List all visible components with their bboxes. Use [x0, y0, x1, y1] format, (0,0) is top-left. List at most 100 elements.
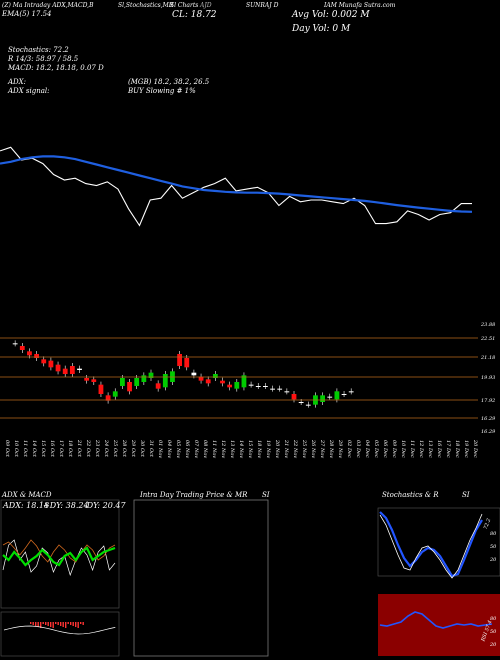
ema-label: EMA(5) 17.54 — [2, 10, 52, 18]
intraday-panel-si: SI — [262, 491, 270, 499]
date-tick-label: 25 Oct — [112, 439, 118, 458]
price-tick-label: 16.29 — [481, 429, 496, 435]
candle-body — [220, 380, 225, 384]
macd-bar — [47, 622, 49, 626]
date-tick-label: 26 Nov — [310, 439, 316, 458]
date-tick-label: 16 Oct — [49, 440, 55, 458]
intraday-panel-title: Intra Day Trading Price & MR — [140, 491, 248, 499]
candle-body — [305, 404, 311, 406]
candle-body — [12, 343, 18, 345]
candle-body — [141, 375, 147, 382]
adx-signal-label: ADX signal: — [8, 87, 50, 95]
adx-panel-frame — [0, 499, 120, 609]
date-tick-label: 04 Nov — [166, 440, 172, 458]
date-tick-label: 14 Nov — [238, 440, 244, 458]
date-tick-label: 29 Oct — [130, 439, 136, 458]
date-tick-label: 18 Dec — [454, 440, 460, 458]
macd-bar — [35, 622, 37, 626]
candle-body — [162, 374, 168, 388]
macd-bar — [52, 622, 54, 628]
rsi-stat: R 14/3: 58.97 / 58.5 — [8, 55, 79, 63]
rsi-lines — [379, 611, 493, 629]
candle-body — [19, 346, 25, 350]
candle-body — [270, 388, 275, 390]
price-tick-label: 23.88 — [480, 322, 495, 328]
intraday-panel-frame — [133, 499, 269, 657]
date-tick-label: 20 Nov — [274, 439, 280, 458]
macd-bar — [37, 622, 39, 627]
date-tick-label: 28 Oct — [121, 439, 127, 458]
stoch-lines — [379, 511, 483, 579]
date-tick-label: 02 Dec — [346, 440, 352, 458]
price-line — [0, 146, 472, 227]
stoch-tick-80: 80 — [490, 531, 497, 537]
macd-bar — [50, 622, 52, 627]
date-tick-label: 21 Oct — [76, 439, 82, 458]
date-tick-label: 11 Nov — [211, 440, 217, 458]
candle-body — [234, 382, 240, 389]
candle-body — [55, 364, 61, 372]
macd-bar — [42, 622, 44, 624]
date-tick-label: 01 Nov — [157, 440, 163, 458]
candle-body — [341, 394, 347, 395]
price-tick-label: 16.29 — [481, 416, 496, 422]
candle-body — [327, 396, 333, 398]
candle-body — [334, 391, 340, 400]
stoch-stat: Stochastics: 72.2 — [8, 46, 69, 54]
price-tick-label: 17.92 — [481, 398, 495, 404]
macd-bar — [70, 622, 72, 625]
candle-body — [105, 395, 111, 401]
date-tick-label: 30 Oct — [139, 440, 145, 458]
candle-body — [98, 384, 104, 394]
candle-body — [34, 354, 39, 358]
macd-bar — [62, 622, 64, 627]
header-ticker-note: AJD — [200, 2, 212, 9]
header-ticker: SUNRAJ D — [246, 2, 279, 9]
rsi-line — [379, 611, 493, 629]
date-tick-label: 16 Dec — [436, 440, 442, 458]
candle-body — [91, 379, 97, 382]
stoch-tick-20: 20 — [490, 557, 497, 563]
date-tick-label: 11 Oct — [22, 440, 28, 458]
price-tick-label: 22.51 — [480, 336, 495, 342]
macd-bar — [60, 622, 62, 626]
date-tick-label: 06 Dec — [382, 440, 388, 458]
adx-label: ADX: — [8, 78, 27, 86]
date-tick-label: 27 Nov — [319, 439, 325, 458]
date-tick-label: 22 Oct — [85, 439, 91, 458]
pdi-value: +DY: 38.24 — [43, 501, 89, 510]
date-tick-label: 13 Dec — [427, 440, 433, 458]
candle-body — [184, 358, 190, 368]
date-tick-label: 25 Nov — [301, 439, 307, 458]
adx-value: ADX: 18.18 — [3, 501, 50, 510]
adx-green-line — [2, 546, 116, 567]
date-tick-label: 22 Nov — [292, 439, 298, 458]
mdi-value: -DY: 20.47 — [84, 501, 126, 510]
candle-body — [41, 359, 47, 364]
candle-body — [320, 395, 325, 402]
macd-bar — [45, 622, 47, 625]
candle-body — [277, 388, 283, 390]
candle-body — [248, 384, 254, 386]
macd-bar — [67, 622, 69, 624]
date-tick-label: 31 Oct — [148, 440, 154, 458]
candle-body — [177, 354, 182, 366]
date-tick-label: 06 Nov — [184, 440, 190, 458]
date-tick-label: 10 Dec — [400, 440, 406, 458]
candle-body — [255, 386, 261, 387]
candle-body — [155, 383, 161, 389]
stoch-d-line — [379, 513, 483, 579]
rsi-tick-50: 50 — [490, 629, 497, 635]
price-tick-label: 19.93 — [481, 375, 495, 381]
candle-body — [27, 351, 32, 356]
date-tick-label: 04 Dec — [364, 440, 370, 458]
candle-body — [298, 402, 304, 403]
candle-body — [148, 372, 154, 378]
header-stochastics: Sl,Stochastics,MR — [118, 2, 174, 9]
date-tick-label: 05 Dec — [373, 440, 379, 458]
date-tick-label: 12 Nov — [220, 440, 226, 458]
candle-body — [134, 378, 140, 386]
candle-body — [205, 379, 211, 384]
